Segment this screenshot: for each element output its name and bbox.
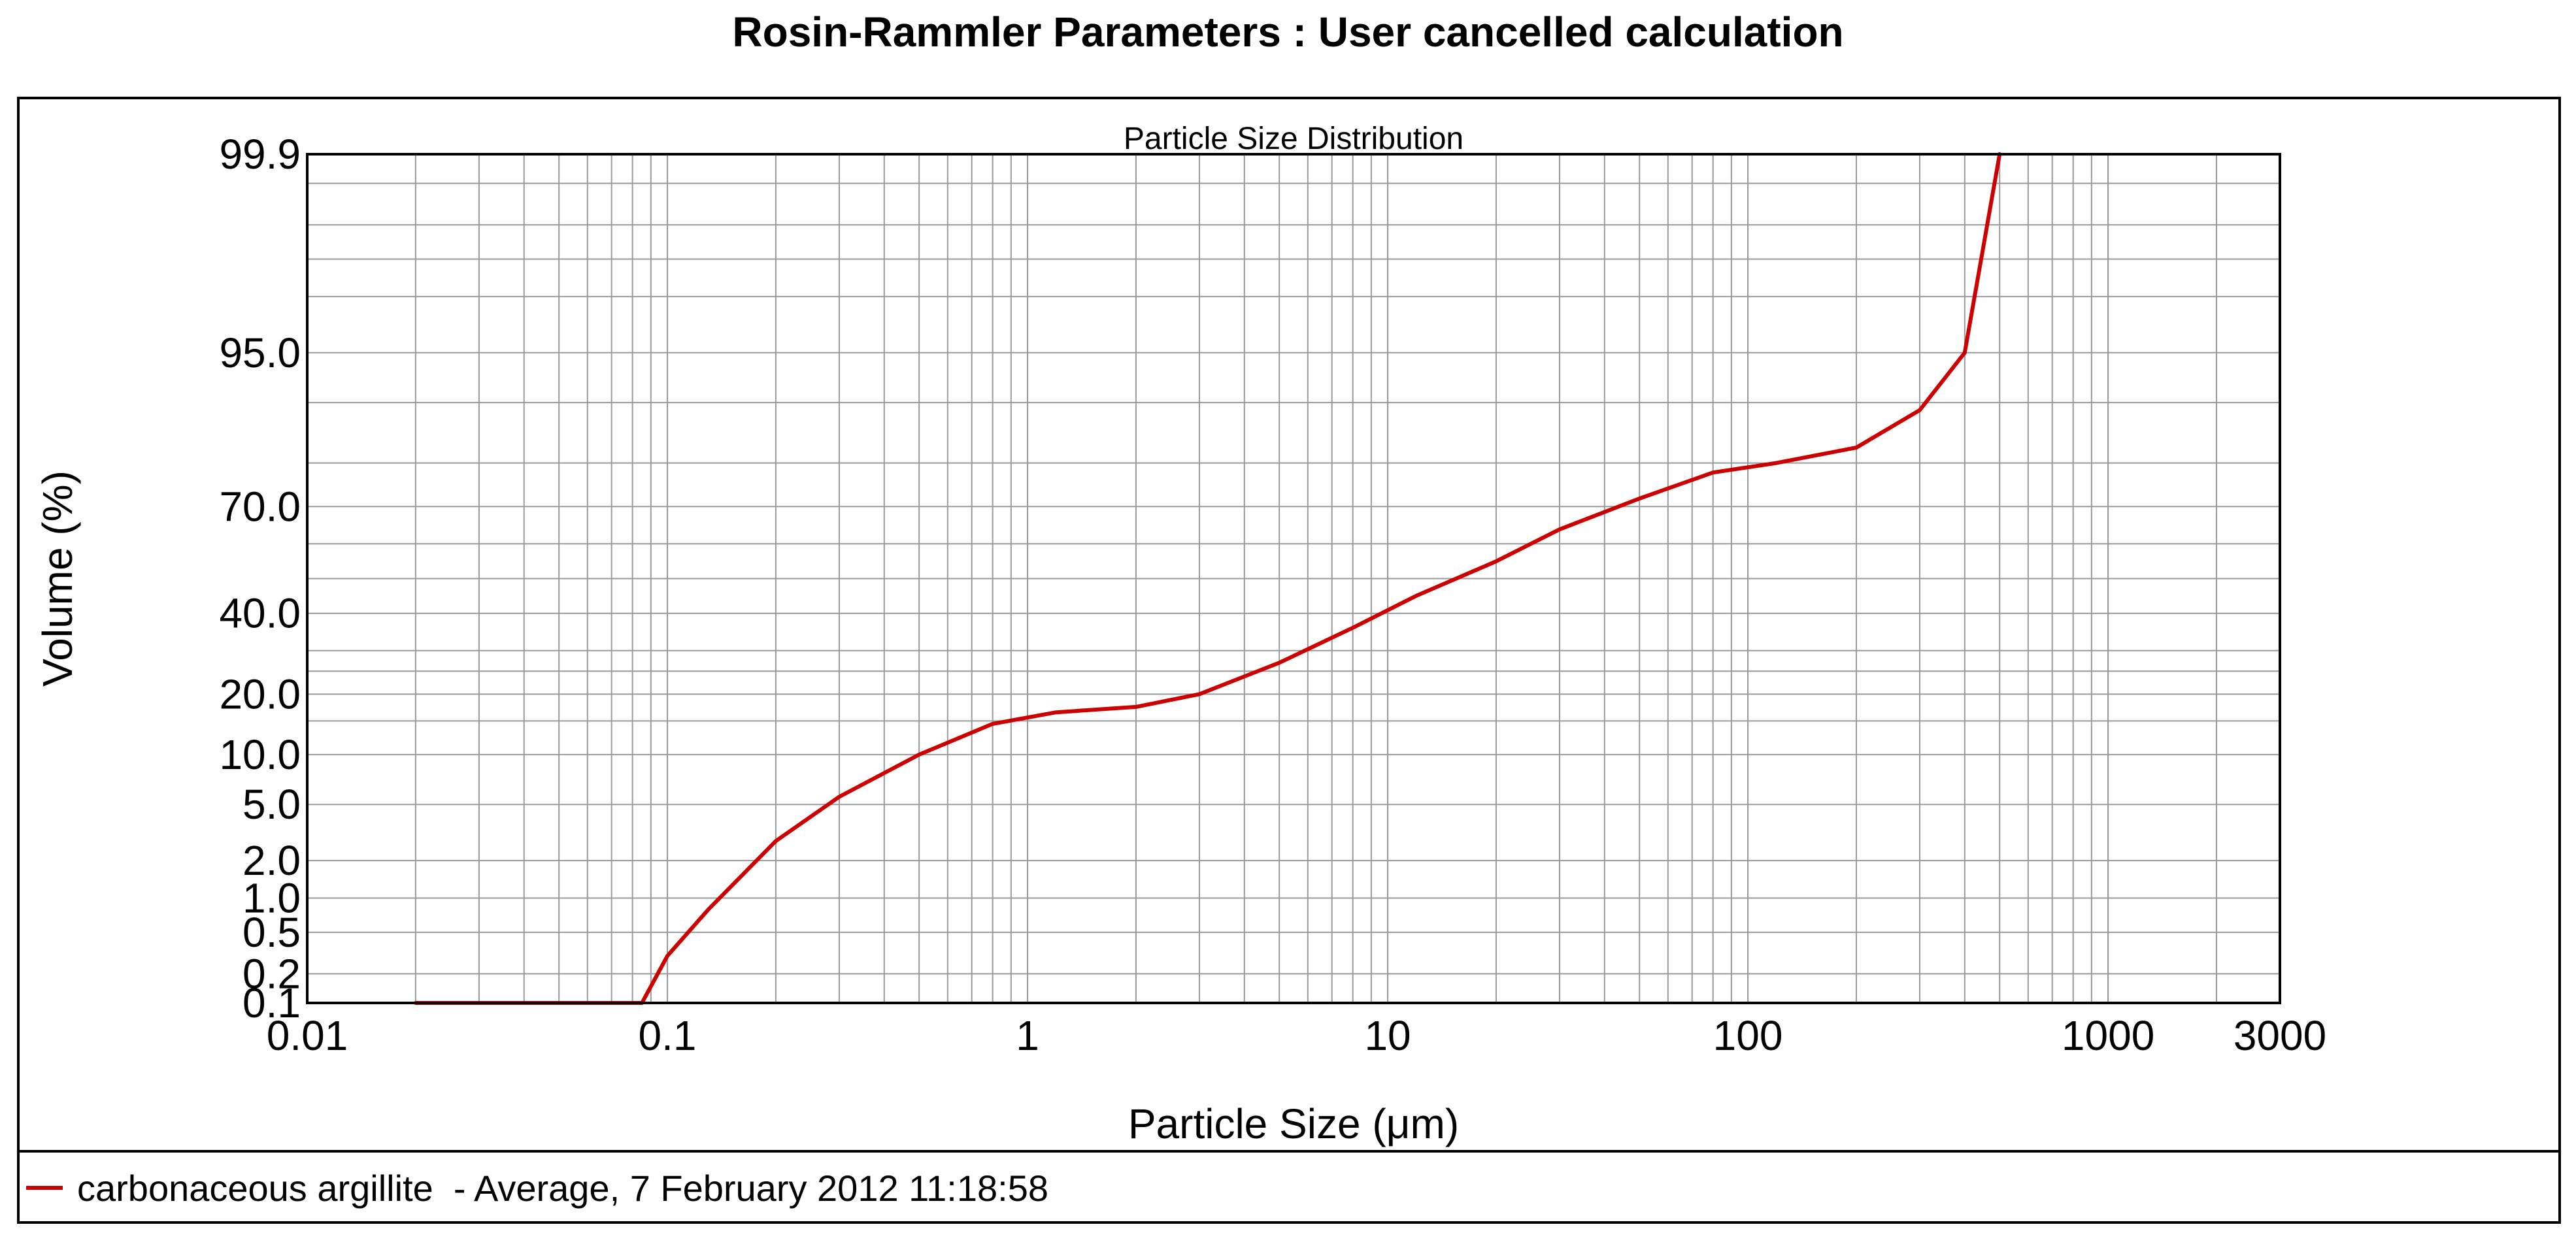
legend-box: [17, 1150, 2561, 1224]
y-tick-label: 40.0: [219, 590, 301, 637]
y-tick-label: 70.0: [219, 483, 301, 530]
chart-title: Particle Size Distribution: [1124, 122, 1464, 156]
y-tick-label: 2.0: [243, 837, 301, 884]
y-tick-label: 10.0: [219, 731, 301, 778]
y-tick-label: 1.0: [243, 874, 301, 921]
series-layer: [413, 152, 2002, 1005]
y-tick-label: 95.0: [219, 329, 301, 376]
x-tick-label: 100: [1713, 1012, 1783, 1059]
x-tick-label: 0.1: [639, 1012, 697, 1059]
y-tick-label: 20.0: [219, 670, 301, 717]
x-tick-label: 10: [1364, 1012, 1411, 1059]
x-tick-label: 1000: [2062, 1012, 2154, 1059]
x-tick-label: 1: [1016, 1012, 1039, 1059]
legend-label: carbonaceous argillite - Average, 7 Febr…: [77, 1168, 1048, 1209]
series-line: [413, 152, 2002, 1005]
plot-area-border: [306, 153, 2281, 1004]
tick-labels: 0.01 0.1 1 10 100 1000 30000.10.20.51.02.05.01…: [219, 131, 2326, 1059]
y-tick-label: 99.9: [219, 131, 301, 178]
x-tick-label: 3000: [2233, 1012, 2326, 1059]
y-tick-label: 0.5: [243, 909, 301, 956]
y-tick-label: 0.1: [243, 979, 301, 1026]
y-axis-label: Volume (%): [34, 470, 81, 687]
grid-lines: [307, 154, 2281, 1004]
page-title: Rosin-Rammler Parameters : User cancelle…: [732, 8, 1844, 56]
y-tick-label: 0.2: [243, 950, 301, 997]
y-tick-label: 5.0: [243, 781, 301, 828]
x-axis-label: Particle Size (μm): [1128, 1100, 1459, 1147]
x-tick-label: 0.01: [267, 1012, 348, 1059]
